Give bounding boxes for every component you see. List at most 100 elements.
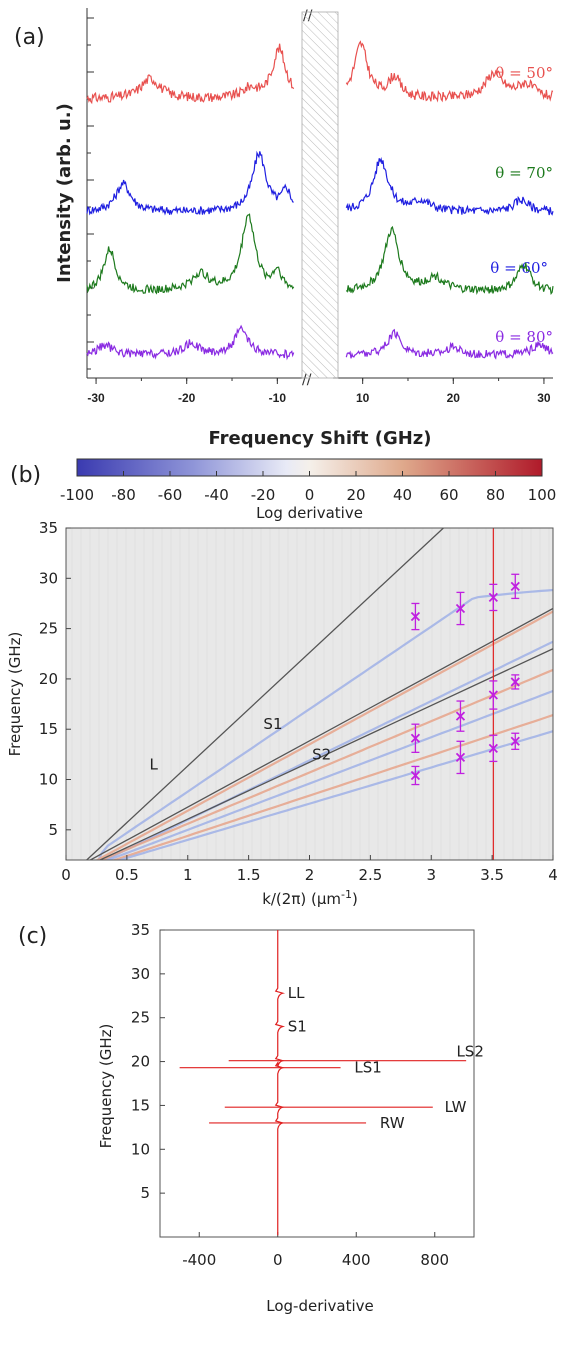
panel-label: (b) [10, 463, 41, 488]
x-tick-label: 30 [537, 391, 551, 405]
data-point [455, 740, 466, 775]
marker [410, 733, 421, 743]
sound-line [90, 607, 553, 860]
marker [455, 711, 466, 721]
y-tick-label: 5 [48, 821, 58, 839]
marker [510, 736, 520, 746]
spectrum-line [86, 150, 294, 216]
sound-line [99, 648, 553, 860]
y-tick-label: 25 [39, 620, 58, 638]
marker [410, 770, 421, 781]
dispersion-band [95, 610, 553, 860]
marker [410, 611, 421, 622]
x-tick-label: 2.5 [358, 866, 382, 884]
y-tick-label: 10 [131, 1140, 150, 1158]
data-point [510, 573, 520, 600]
y-tick-label: 15 [39, 720, 58, 738]
data-point [410, 723, 421, 754]
y-tick-label: 30 [39, 569, 58, 587]
x-tick-label: 0.5 [115, 866, 139, 884]
colorbar-tick-label: -40 [204, 486, 229, 504]
x-tick-label: -10 [269, 391, 287, 405]
y-tick-label: 15 [131, 1096, 150, 1114]
series-label: θ = 60° [490, 259, 548, 277]
data-point [410, 765, 421, 786]
dispersion-band [111, 714, 553, 860]
spectrum-line [345, 40, 554, 103]
marker [455, 603, 466, 614]
resonance-label: LS2 [456, 1043, 483, 1061]
panel-label: (a) [14, 25, 45, 50]
dispersion-band [116, 730, 553, 860]
colorbar-tick-label: -60 [158, 486, 183, 504]
plot-frame [159, 929, 475, 1238]
data-point [488, 734, 498, 763]
y-tick-label: 25 [131, 1009, 150, 1027]
colorbar-label: Log derivative [256, 504, 363, 522]
x-tick-label: 10 [356, 391, 370, 405]
dispersion-band [105, 689, 553, 860]
excluded-frequency-band [301, 11, 339, 379]
colorbar-tick-label: 0 [305, 486, 315, 504]
y-axis-title: Frequency (GHz) [97, 1024, 115, 1149]
series-label: θ = 80° [495, 328, 553, 346]
resonance-label: LW [445, 1098, 467, 1116]
dispersion-band [99, 668, 553, 860]
data-point [488, 680, 498, 710]
x-tick-label: 2 [305, 866, 315, 884]
colorbar-tick-label: 80 [486, 486, 505, 504]
x-tick-label: 1 [183, 866, 193, 884]
marker [488, 592, 498, 603]
marker [455, 752, 466, 763]
x-tick-label: 1.5 [237, 866, 261, 884]
sound-line [86, 528, 444, 860]
heatmap-background [66, 528, 553, 860]
resonance-label: S1 [288, 1017, 307, 1035]
data-point [510, 732, 520, 750]
log-derivative-curve [274, 930, 286, 1236]
resonance-label: LL [288, 984, 305, 1002]
y-tick-label: 35 [131, 921, 150, 939]
marker [510, 677, 520, 687]
data-point [455, 700, 466, 732]
y-tick-label: 35 [39, 519, 58, 537]
x-axis-title: Log-derivative [266, 1297, 374, 1315]
colorbar-tick-label: -100 [60, 486, 94, 504]
panel-label: (c) [18, 924, 47, 949]
y-tick-label: 20 [39, 670, 58, 688]
data-point [410, 602, 421, 631]
series-label: θ = 50° [495, 64, 553, 82]
resonance-label: RW [380, 1114, 405, 1132]
x-axis-title: Frequency Shift (GHz) [208, 428, 431, 449]
dispersion-band [97, 588, 553, 860]
spectrum-line [86, 324, 295, 361]
colorbar-tick-label: -80 [111, 486, 136, 504]
x-tick-label: 0 [61, 866, 71, 884]
marker [488, 690, 498, 700]
spectrum-line [345, 328, 554, 360]
colorbar-tick-label: 40 [393, 486, 412, 504]
y-tick-label: 10 [39, 771, 58, 789]
x-tick-label: 0 [273, 1251, 283, 1269]
data-point [488, 583, 498, 612]
series-label: θ = 70° [495, 164, 553, 182]
x-tick-label: 3.5 [480, 866, 504, 884]
colorbar-tick-label: -20 [251, 486, 276, 504]
y-tick-label: 20 [131, 1053, 150, 1071]
x-tick-label: -30 [87, 391, 105, 405]
panel-c: -400 0 400 800 5 10 15 20 25 30 35 Log-derivative Fr… [97, 921, 484, 1315]
marker [488, 743, 498, 753]
data-point [455, 591, 466, 626]
spectrum-line [345, 225, 554, 296]
y-axis-title: Intensity (arb. u.) [54, 103, 75, 283]
marker [510, 581, 520, 591]
dispersion-band [102, 640, 553, 860]
colorbar-tick-label: 20 [346, 486, 365, 504]
spectrum-line [86, 43, 295, 105]
y-tick-label: 5 [140, 1184, 150, 1202]
x-tick-label: 400 [342, 1251, 371, 1269]
line-label: S1 [263, 715, 282, 733]
